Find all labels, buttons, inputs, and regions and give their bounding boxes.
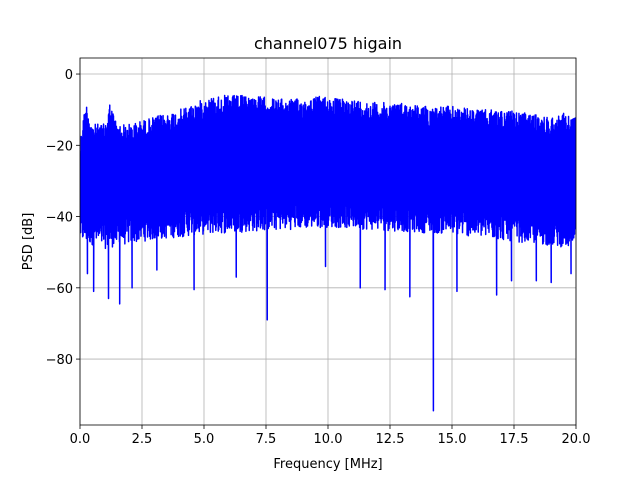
series-line: [80, 94, 576, 412]
y-axis-label: PSD [dB]: [21, 213, 36, 271]
x-tick-label: 12.5: [376, 432, 405, 447]
y-tick-label: −80: [46, 353, 73, 368]
y-tick-label: 0: [65, 68, 73, 83]
y-tick-label: −60: [46, 282, 73, 297]
x-tick-label: 10.0: [314, 432, 343, 447]
x-tick-label: 5.0: [194, 432, 215, 447]
x-tick-label: 7.5: [256, 432, 277, 447]
y-tick-label: −20: [46, 139, 73, 154]
x-tick-label: 0.0: [70, 432, 91, 447]
x-axis-label: Frequency [MHz]: [273, 457, 382, 472]
y-axis: 0 −20 −40 −60 −80: [46, 68, 80, 368]
x-axis: 0.0 2.5 5.0 7.5 10.0 12.5 15.0 17.5 20.0: [70, 425, 591, 447]
x-tick-label: 2.5: [132, 432, 153, 447]
x-tick-label: 20.0: [562, 432, 591, 447]
chart-title: channel075 higain: [254, 34, 402, 53]
y-tick-label: −40: [46, 211, 73, 226]
x-tick-label: 17.5: [500, 432, 529, 447]
series-group: [80, 94, 576, 412]
x-tick-label: 15.0: [438, 432, 467, 447]
